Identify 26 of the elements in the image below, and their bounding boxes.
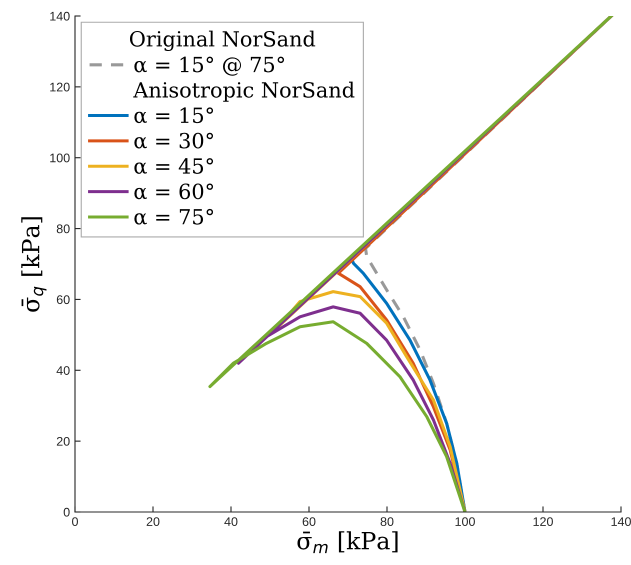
y-tick-label: 40	[56, 366, 70, 375]
legend-title: Original NorSand	[130, 30, 316, 52]
y-tick-label: 140	[50, 12, 70, 21]
legend-label: α = 15°	[134, 107, 214, 124]
x-tick-label: 80	[380, 517, 394, 526]
annotation: Anisotropic NorSand	[133, 82, 354, 102]
y-tick-label: 80	[56, 224, 70, 234]
y-tick-label: 60	[56, 295, 70, 304]
legend-label: α = 75°	[134, 208, 214, 225]
legend-label: α = 30°	[134, 132, 214, 148]
x-tick-label: 100	[456, 517, 475, 526]
x-tick-label: 60	[302, 517, 316, 526]
legend-label: α = 15° @ 75°	[134, 56, 284, 76]
y-axis-title: σ̄$_{q}$ [kPa]	[21, 217, 46, 312]
legend-label: α = 60°	[134, 183, 214, 200]
y-tick-label: 20	[56, 436, 70, 446]
x-tick-label: 40	[224, 517, 238, 526]
x-tick-label: 0	[72, 517, 78, 526]
x-tick-label: 120	[534, 517, 553, 526]
y-tick-label: 100	[50, 154, 70, 162]
x-tick-label: 20	[146, 517, 160, 526]
y-tick-label: 120	[50, 82, 70, 92]
y-tick-label: 0	[64, 508, 70, 517]
legend-label: α = 45°	[134, 158, 214, 174]
x-axis-title: σ̄$_{m}$ [kPa]	[297, 531, 398, 554]
x-tick-label: 140	[612, 517, 631, 526]
